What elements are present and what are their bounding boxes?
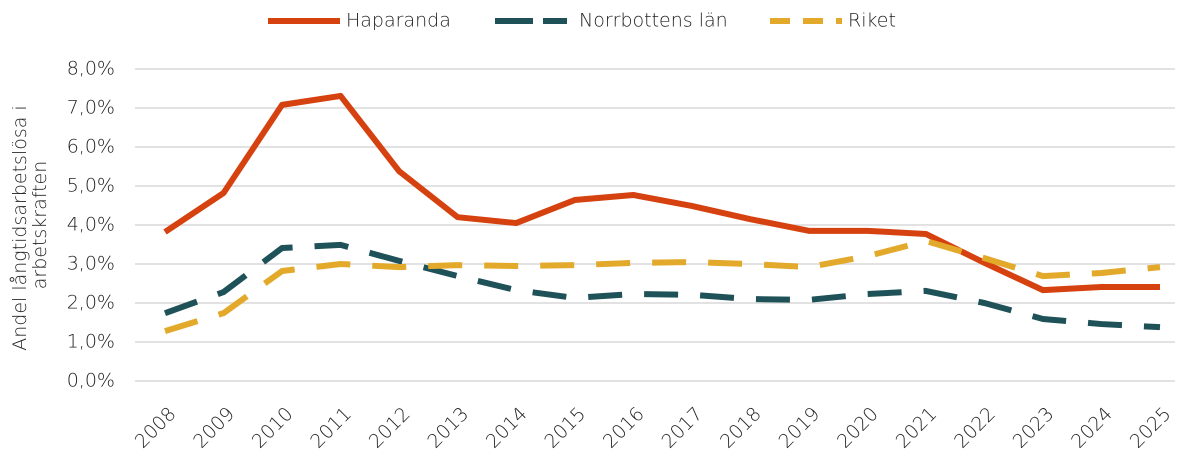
x-tick-label: 2017 [657,403,707,450]
x-tick-label: 2022 [950,403,1000,450]
x-tick-label: 2016 [599,403,649,450]
x-tick-label: 2021 [892,403,942,450]
x-tick-label: 2018 [716,403,766,450]
y-tick-label: 1,0% [67,331,115,353]
y-tick-label: 7,0% [67,97,115,119]
x-tick-label: 2012 [365,403,415,450]
series-line [164,237,1161,334]
y-tick-label: 5,0% [67,175,115,197]
legend-label: Norrbottens län [579,10,728,32]
y-tick-label: 2,0% [67,292,115,314]
x-tick-label: 2025 [1126,403,1176,450]
y-axis-title: Andel långtidsarbetslösa i arbetskraften [9,99,51,351]
x-tick-label: 2020 [833,403,883,450]
y-tick-label: 4,0% [67,214,115,236]
x-tick-label: 2008 [131,403,181,450]
x-tick-label: 2014 [482,403,532,450]
x-tick-label: 2024 [1067,403,1117,450]
y-tick-label: 3,0% [67,253,115,275]
y-axis-title-line: Andel långtidsarbetslösa i [9,105,31,350]
x-tick-label: 2011 [306,403,356,450]
legend-label: Haparanda [346,10,451,32]
series-line [163,241,1161,331]
y-tick-label: 6,0% [67,136,115,158]
legend-label: Riket [848,10,896,32]
x-tick-label: 2023 [1009,403,1059,450]
series-line [163,92,1160,294]
x-tick-label: 2015 [540,403,590,450]
x-tick-label: 2013 [423,403,473,450]
x-tick-label: 2019 [774,403,824,450]
x-tick-label: 2010 [248,403,298,450]
x-tick-label: 2009 [189,403,239,450]
y-tick-label: 8,0% [67,58,115,80]
y-tick-label: 0,0% [67,370,115,392]
y-axis-title-line: arbetskraften [29,161,51,290]
